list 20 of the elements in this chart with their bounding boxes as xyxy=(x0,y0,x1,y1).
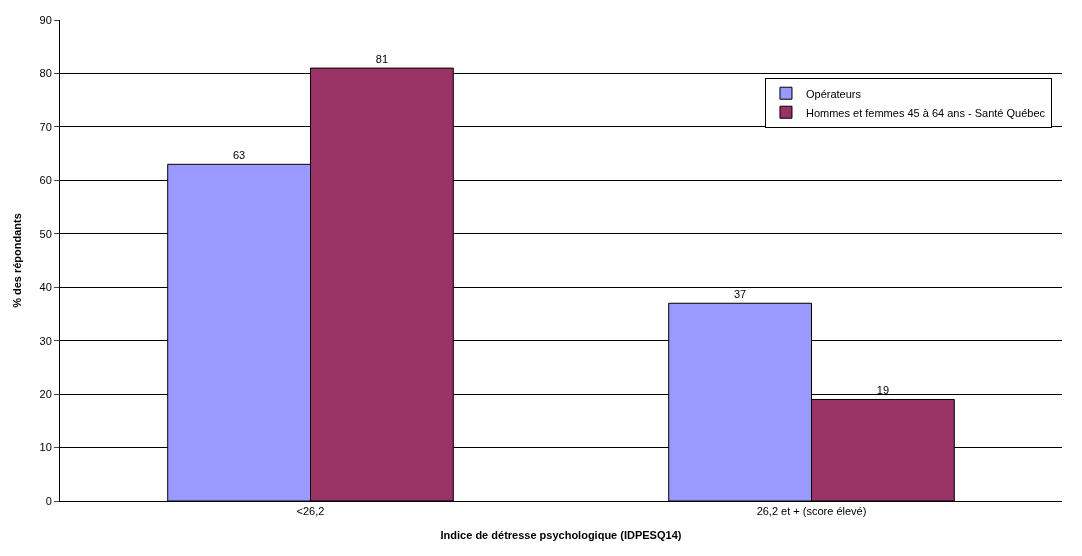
data-label: 63 xyxy=(232,149,246,162)
y-tick-label: 60 xyxy=(39,174,52,187)
data-label: 19 xyxy=(876,384,890,397)
y-tick-label: 90 xyxy=(39,13,52,26)
legend-label: Opérateurs xyxy=(805,87,862,100)
y-tick-label: 30 xyxy=(39,334,52,347)
y-tick-label: 40 xyxy=(39,281,52,294)
y-tick-label: 70 xyxy=(39,120,52,133)
data-label: 37 xyxy=(733,288,747,301)
y-tick-label: 20 xyxy=(39,387,52,400)
data-label: 81 xyxy=(375,53,389,66)
y-tick-label: 80 xyxy=(39,67,52,80)
x-axis-title: Indice de détresse psychologique (IDPESQ14) xyxy=(440,529,682,542)
legend-label: Hommes et femmes 45 à 64 ans - Santé Québec xyxy=(805,106,1046,119)
y-tick-label: 50 xyxy=(39,227,52,240)
x-tick-label: <26,2 xyxy=(296,505,325,518)
y-tick-label: 0 xyxy=(45,494,52,507)
x-tick-label: 26,2 et + (score élevé) xyxy=(756,505,867,518)
y-axis-title: % des répondants xyxy=(11,213,24,308)
y-tick-label: 10 xyxy=(39,441,52,454)
